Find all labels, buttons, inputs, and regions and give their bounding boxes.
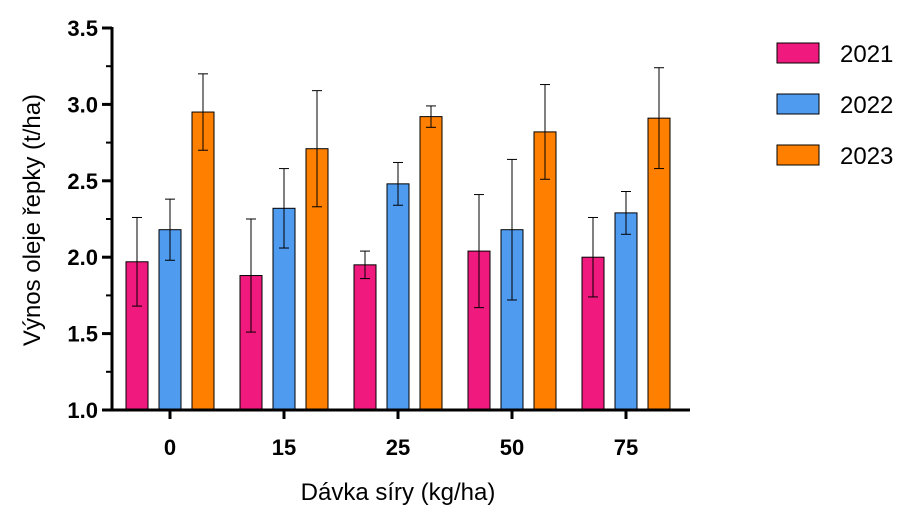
bars-group xyxy=(125,111,671,411)
y-tick-label-1.0: 1.0 xyxy=(67,398,98,423)
y-tick-label-2.5: 2.5 xyxy=(67,169,98,194)
x-axis-title: Dávka síry (kg/ha) xyxy=(301,479,496,506)
legend-label-2023: 2023 xyxy=(840,143,893,170)
legend-label-2022: 2022 xyxy=(840,92,893,119)
x-tick-label-25: 25 xyxy=(386,435,410,460)
x-tick-label-0: 0 xyxy=(164,435,176,460)
bar-2021-25 xyxy=(353,264,377,411)
axes-group: 0 15 25 50 75 1.0 1.5 2.0 2.5 3.0 3.5 xyxy=(67,16,690,460)
y-axis-title: Výnos oleje řepky (t/ha) xyxy=(19,94,46,346)
legend-swatch-2021 xyxy=(776,42,820,64)
legend-label-2021: 2021 xyxy=(840,41,893,68)
legend-swatch-2022 xyxy=(776,93,820,115)
bar-2022-25 xyxy=(386,183,410,411)
x-tick-label-15: 15 xyxy=(272,435,296,460)
y-tick-label-1.5: 1.5 xyxy=(67,322,98,347)
legend: 2021 2022 2023 xyxy=(776,41,893,170)
x-tick-label-75: 75 xyxy=(614,435,638,460)
x-tick-label-50: 50 xyxy=(500,435,524,460)
bar-2023-0 xyxy=(191,111,215,411)
bar-2023-25 xyxy=(419,116,443,411)
y-tick-label-3.0: 3.0 xyxy=(67,92,98,117)
y-tick-label-2.0: 2.0 xyxy=(67,245,98,270)
error-bars-group xyxy=(132,67,664,333)
legend-swatch-2023 xyxy=(776,144,820,166)
y-tick-label-3.5: 3.5 xyxy=(67,16,98,41)
bar-2022-75 xyxy=(614,212,638,411)
